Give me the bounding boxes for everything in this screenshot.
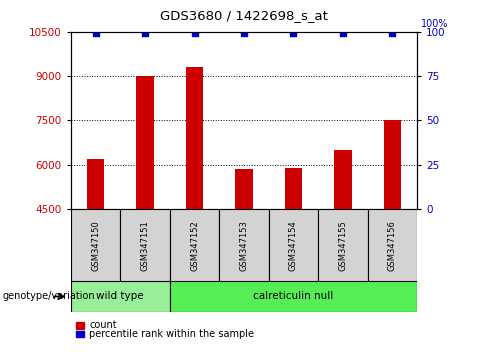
- Text: calreticulin null: calreticulin null: [253, 291, 334, 302]
- Text: wild type: wild type: [97, 291, 144, 302]
- Text: GSM347155: GSM347155: [339, 220, 347, 270]
- Point: [191, 30, 199, 36]
- Text: percentile rank within the sample: percentile rank within the sample: [89, 329, 254, 339]
- Text: GSM347154: GSM347154: [289, 220, 298, 270]
- Bar: [384, 120, 401, 209]
- Bar: [76, 331, 84, 337]
- Text: GSM347153: GSM347153: [240, 220, 248, 270]
- Bar: [71, 281, 170, 312]
- Bar: [219, 209, 269, 281]
- Text: GDS3680 / 1422698_s_at: GDS3680 / 1422698_s_at: [160, 9, 328, 22]
- Bar: [368, 209, 417, 281]
- Text: GSM347150: GSM347150: [91, 220, 100, 270]
- Bar: [334, 150, 352, 209]
- Bar: [285, 167, 302, 209]
- Bar: [120, 209, 170, 281]
- Point: [289, 30, 297, 36]
- Text: 100%: 100%: [421, 19, 448, 29]
- Text: GSM347151: GSM347151: [141, 220, 149, 270]
- Bar: [170, 209, 219, 281]
- Point: [240, 30, 248, 36]
- Bar: [76, 322, 84, 329]
- Point: [388, 30, 396, 36]
- Point: [92, 30, 100, 36]
- Bar: [186, 67, 203, 209]
- Bar: [87, 159, 104, 209]
- Bar: [318, 209, 368, 281]
- Point: [141, 30, 149, 36]
- Text: GSM347152: GSM347152: [190, 220, 199, 270]
- Text: genotype/variation: genotype/variation: [2, 291, 95, 302]
- Bar: [269, 209, 318, 281]
- Bar: [71, 209, 120, 281]
- Point: [339, 30, 347, 36]
- Bar: [235, 169, 253, 209]
- Bar: [136, 76, 154, 209]
- Text: count: count: [89, 320, 117, 330]
- Text: GSM347156: GSM347156: [388, 220, 397, 270]
- Bar: [170, 281, 417, 312]
